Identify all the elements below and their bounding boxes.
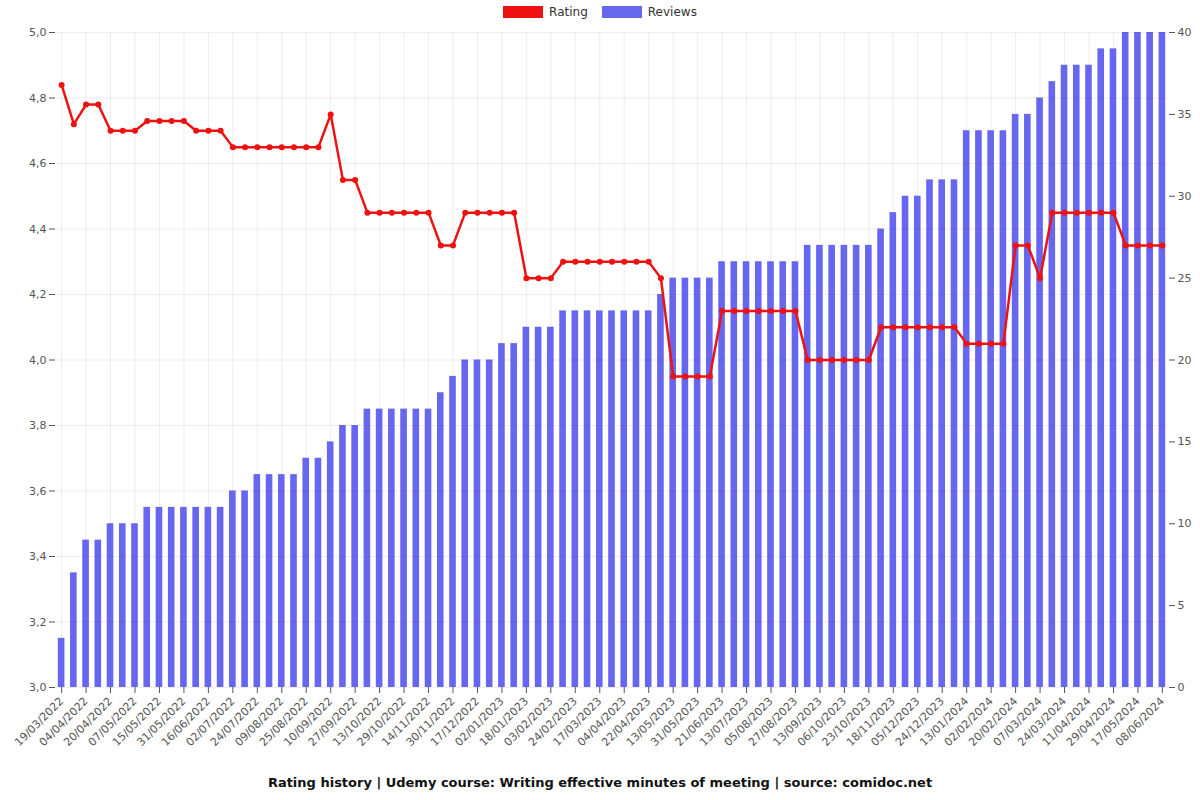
svg-text:27/08/2023: 27/08/2023 <box>746 694 801 749</box>
svg-text:18/11/2023: 18/11/2023 <box>843 694 898 749</box>
svg-text:20: 20 <box>1178 354 1192 367</box>
svg-text:15: 15 <box>1178 435 1192 448</box>
svg-text:10/09/2022: 10/09/2022 <box>281 694 336 749</box>
svg-text:05/08/2023: 05/08/2023 <box>721 694 776 749</box>
svg-text:18/01/2023: 18/01/2023 <box>477 694 531 749</box>
html-text:Rating history | Udemy course:: Rating history | Udemy course: Writing e… <box>267 774 933 790</box>
svg-text:25/08/2022: 25/08/2022 <box>256 694 311 749</box>
svg-text:24/03/2024: 24/03/2024 <box>1015 694 1070 749</box>
svg-text:5,0: 5,0 <box>29 26 47 39</box>
svg-text:4,4: 4,4 <box>29 223 47 236</box>
svg-text:17/12/2022: 17/12/2022 <box>428 694 483 749</box>
svg-text:13/07/2023: 13/07/2023 <box>697 694 752 749</box>
svg-text:24/12/2023: 24/12/2023 <box>892 694 947 749</box>
svg-text:06/10/2023: 06/10/2023 <box>795 694 849 749</box>
svg-text:09/08/2022: 09/08/2022 <box>232 694 287 749</box>
svg-text:13/01/2024: 13/01/2024 <box>917 694 972 749</box>
svg-text:19/03/2022: 19/03/2022 <box>12 694 67 749</box>
svg-text:3,4: 3,4 <box>29 550 47 563</box>
svg-text:20/02/2024: 20/02/2024 <box>966 694 1021 749</box>
svg-text:21/06/2023: 21/06/2023 <box>672 694 727 749</box>
svg-text:30: 30 <box>1178 190 1192 203</box>
svg-text:24/07/2022: 24/07/2022 <box>207 694 262 749</box>
svg-text:5: 5 <box>1178 599 1185 612</box>
svg-text:17/05/2024: 17/05/2024 <box>1088 694 1143 749</box>
svg-text:15/05/2022: 15/05/2022 <box>110 694 165 749</box>
svg-text:40: 40 <box>1178 26 1192 39</box>
svg-text:02/01/2023: 02/01/2023 <box>452 694 507 749</box>
svg-text:35: 35 <box>1178 108 1192 121</box>
svg-text:16/06/2022: 16/06/2022 <box>159 694 213 749</box>
svg-text:3,8: 3,8 <box>29 419 47 432</box>
svg-text:31/05/2022: 31/05/2022 <box>134 694 189 749</box>
svg-text:3,2: 3,2 <box>29 616 47 629</box>
svg-text:4,0: 4,0 <box>29 354 47 367</box>
html-text:Reviews: Reviews <box>647 5 697 19</box>
svg-text:02/07/2022: 02/07/2022 <box>183 694 238 749</box>
svg-text:24/02/2023: 24/02/2023 <box>525 694 580 749</box>
svg-text:10: 10 <box>1178 517 1192 530</box>
svg-text:05/12/2023: 05/12/2023 <box>868 694 923 749</box>
svg-text:13/09/2023: 13/09/2023 <box>770 694 825 749</box>
svg-text:29/10/2022: 29/10/2022 <box>354 694 409 749</box>
svg-text:4,6: 4,6 <box>29 157 47 170</box>
svg-text:27/09/2022: 27/09/2022 <box>305 694 360 749</box>
svg-text:4,2: 4,2 <box>29 288 47 301</box>
svg-text:29/04/2024: 29/04/2024 <box>1064 694 1119 749</box>
svg-text:14/11/2022: 14/11/2022 <box>379 694 434 749</box>
svg-text:02/02/2024: 02/02/2024 <box>941 694 996 749</box>
html-text:Rating: Rating <box>549 5 588 19</box>
svg-text:03/02/2023: 03/02/2023 <box>501 694 556 749</box>
svg-text:23/10/2023: 23/10/2023 <box>819 694 874 749</box>
svg-text:22/04/2023: 22/04/2023 <box>599 694 654 749</box>
svg-text:07/03/2024: 07/03/2024 <box>990 694 1045 749</box>
svg-text:4,8: 4,8 <box>29 92 47 105</box>
svg-text:13/05/2023: 13/05/2023 <box>623 694 678 749</box>
svg-text:04/04/2022: 04/04/2022 <box>36 694 91 749</box>
svg-text:07/05/2022: 07/05/2022 <box>85 694 140 749</box>
svg-text:3,6: 3,6 <box>29 485 47 498</box>
svg-text:0: 0 <box>1178 681 1185 694</box>
svg-text:25: 25 <box>1178 272 1192 285</box>
svg-text:31/05/2023: 31/05/2023 <box>648 694 703 749</box>
svg-text:30/11/2022: 30/11/2022 <box>403 694 458 749</box>
svg-text:11/04/2024: 11/04/2024 <box>1039 694 1094 749</box>
svg-text:20/04/2022: 20/04/2022 <box>61 694 116 749</box>
svg-text:13/10/2022: 13/10/2022 <box>330 694 385 749</box>
svg-text:17/03/2023: 17/03/2023 <box>550 694 605 749</box>
svg-text:08/06/2024: 08/06/2024 <box>1113 695 1167 749</box>
svg-text:04/04/2023: 04/04/2023 <box>574 694 629 749</box>
svg-text:3,0: 3,0 <box>29 681 47 694</box>
